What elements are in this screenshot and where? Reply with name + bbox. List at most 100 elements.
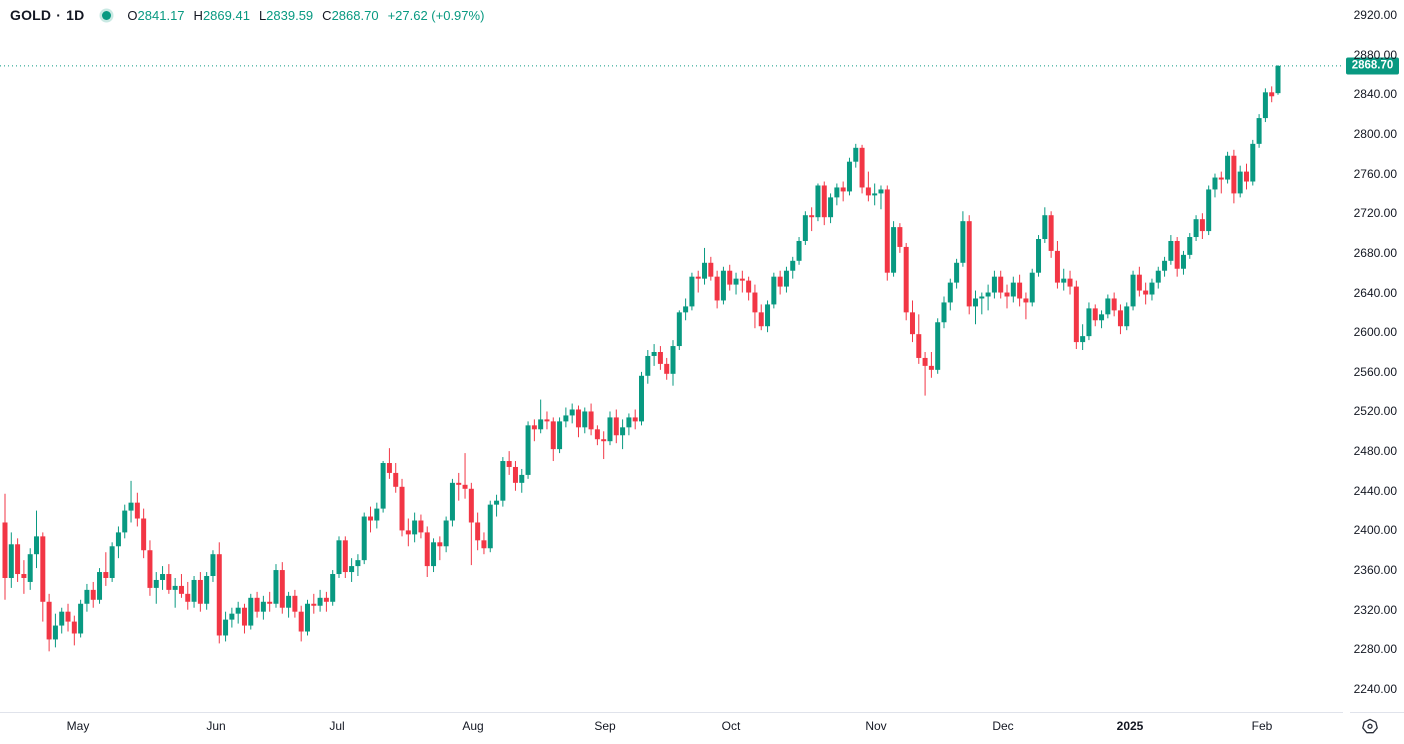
candle-body <box>191 579 197 602</box>
candle-body <box>954 262 960 283</box>
candle-body <box>588 411 594 430</box>
time-axis-label: 2025 <box>1116 719 1144 733</box>
candle-body <box>878 189 884 194</box>
ohlc-legend: GOLD · 1D O2841.17 H2869.41 L2839.59 C2868… <box>10 6 484 24</box>
candle-body <box>254 597 260 612</box>
candle-body <box>1023 298 1029 303</box>
price-tick-label: 2320.00 <box>1353 602 1397 617</box>
time-axis[interactable]: May Jun Jul Aug Sep Oct Nov Dec 2025 Feb <box>0 713 1404 744</box>
candle-body <box>544 419 550 422</box>
time-axis-label: Oct <box>721 719 741 733</box>
candle-body <box>1193 219 1199 238</box>
candle-body <box>676 312 682 347</box>
time-axis-label: Aug <box>462 719 484 733</box>
candle-body <box>1054 250 1060 283</box>
candle-body <box>935 322 941 370</box>
candle-body <box>708 262 714 277</box>
candle-body <box>1256 118 1262 144</box>
candle-body <box>506 461 512 467</box>
candle-body <box>683 306 689 313</box>
candle-body <box>859 147 865 188</box>
candle-body <box>695 276 701 279</box>
candle-body <box>443 520 449 547</box>
candle-body <box>834 187 840 198</box>
candle-body <box>613 417 619 436</box>
price-tick-label: 2400.00 <box>1353 523 1397 538</box>
candle-body <box>229 613 235 620</box>
candle-body <box>65 611 71 622</box>
candle-body <box>1162 260 1168 271</box>
candle-body <box>241 607 247 626</box>
candle-body <box>1155 270 1161 283</box>
candle-body <box>424 532 430 567</box>
candle-body <box>172 585 178 590</box>
price-tick-label: 2800.00 <box>1353 126 1397 141</box>
last-price-label: 2868.70 <box>1346 57 1399 75</box>
time-axis-label: Jul <box>329 719 345 733</box>
candle-body <box>115 532 121 547</box>
candle-body <box>828 197 834 218</box>
candle-body <box>393 472 399 487</box>
candle-body <box>462 484 468 489</box>
candle-body <box>1212 177 1218 190</box>
candle-body <box>418 520 424 533</box>
candle-body <box>582 411 588 428</box>
candle-body <box>1111 298 1117 311</box>
candle-body <box>1269 92 1275 97</box>
candle-body <box>909 312 915 335</box>
candle-body <box>702 262 708 279</box>
candle-body <box>204 576 210 604</box>
candle-body <box>185 593 191 602</box>
candle-body <box>475 522 481 541</box>
timeframe-label: 1D <box>66 7 85 23</box>
candle-body <box>922 357 928 366</box>
candle-body <box>947 282 953 303</box>
candle-body <box>349 566 355 573</box>
candle-body <box>1250 143 1256 182</box>
candle-body <box>777 276 783 287</box>
price-tick-label: 2880.00 <box>1353 47 1397 62</box>
candle-body <box>456 482 462 485</box>
price-tick-label: 2560.00 <box>1353 364 1397 379</box>
axis-settings-gear-icon[interactable] <box>1361 717 1379 735</box>
candle-body <box>865 187 871 196</box>
candle-body <box>298 611 304 632</box>
candle-body <box>550 421 556 450</box>
candle-body <box>1080 336 1086 343</box>
candle-body <box>1004 292 1010 297</box>
candle-body <box>304 603 310 632</box>
price-tick-label: 2920.00 <box>1353 8 1397 22</box>
candle-body <box>897 227 903 247</box>
price-tick-label: 2280.00 <box>1353 642 1397 657</box>
candle-body <box>872 193 878 196</box>
candle-body <box>368 516 374 521</box>
candle-body <box>664 363 670 374</box>
candle-body <box>216 554 222 636</box>
candle-body <box>941 302 947 323</box>
candle-body <box>468 488 474 523</box>
price-axis[interactable]: 2868.70 2920.00 2880.00 2840.00 2800.00 2760… <box>1344 0 1404 712</box>
candle-body <box>1231 155 1237 194</box>
candle-body <box>594 429 600 440</box>
time-axis-label: Sep <box>594 719 616 733</box>
candle-body <box>746 280 752 293</box>
candle-body <box>178 585 184 594</box>
candle-body <box>519 474 525 483</box>
candle-body <box>765 304 771 327</box>
candle-body <box>1143 290 1149 295</box>
price-tick-label: 2440.00 <box>1353 483 1397 498</box>
candle-body <box>575 409 581 428</box>
candle-body <box>8 544 14 578</box>
candle-body <box>90 589 96 600</box>
candle-body <box>985 292 991 297</box>
legend-low: L2839.59 <box>258 7 314 23</box>
symbol-title[interactable]: GOLD · 1D <box>10 7 84 23</box>
candle-body <box>525 425 531 475</box>
legend-open: O2841.17 <box>127 7 185 23</box>
candle-body <box>494 500 500 505</box>
market-status-dot-icon[interactable] <box>102 10 112 20</box>
candle-body <box>235 607 241 614</box>
candle-body <box>380 463 386 509</box>
candle-body <box>481 540 487 549</box>
